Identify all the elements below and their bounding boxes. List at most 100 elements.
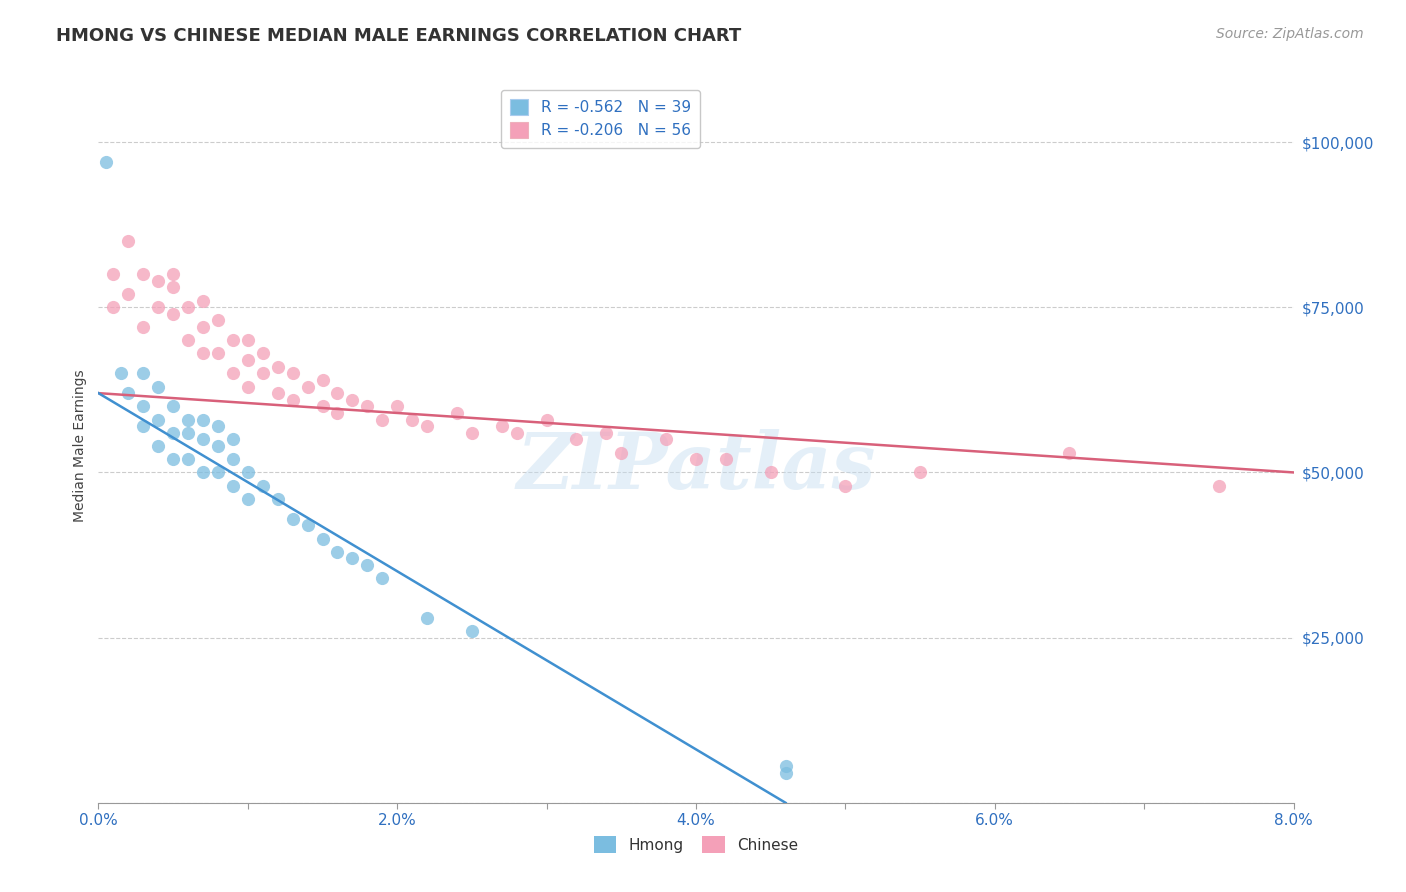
Point bbox=[207, 466, 229, 480]
Point bbox=[177, 452, 200, 467]
Point bbox=[385, 400, 409, 414]
Point bbox=[148, 300, 170, 314]
Point bbox=[162, 452, 184, 467]
Point bbox=[371, 412, 394, 426]
Point bbox=[177, 333, 200, 347]
Point bbox=[461, 624, 484, 638]
Point bbox=[252, 367, 274, 381]
Point bbox=[222, 367, 245, 381]
Point bbox=[311, 532, 333, 546]
Point bbox=[311, 373, 333, 387]
Point bbox=[356, 558, 378, 572]
Point bbox=[326, 406, 349, 420]
Point bbox=[267, 359, 290, 374]
Point bbox=[207, 419, 229, 434]
Point bbox=[162, 425, 184, 440]
Point bbox=[191, 346, 214, 360]
Point bbox=[132, 320, 155, 334]
Point bbox=[148, 274, 170, 288]
Point bbox=[326, 386, 349, 401]
Point bbox=[281, 511, 304, 525]
Text: Source: ZipAtlas.com: Source: ZipAtlas.com bbox=[1216, 27, 1364, 41]
Point bbox=[177, 425, 200, 440]
Point bbox=[236, 491, 259, 506]
Point bbox=[565, 433, 588, 447]
Legend: Hmong, Chinese: Hmong, Chinese bbox=[588, 830, 804, 859]
Point bbox=[1208, 478, 1230, 492]
Point bbox=[117, 386, 139, 401]
Point bbox=[162, 280, 184, 294]
Point bbox=[685, 452, 707, 467]
Point bbox=[236, 379, 259, 393]
Point bbox=[252, 346, 274, 360]
Point bbox=[281, 367, 304, 381]
Point bbox=[94, 154, 117, 169]
Point bbox=[775, 766, 797, 780]
Text: HMONG VS CHINESE MEDIAN MALE EARNINGS CORRELATION CHART: HMONG VS CHINESE MEDIAN MALE EARNINGS CO… bbox=[56, 27, 741, 45]
Point bbox=[491, 419, 513, 434]
Point bbox=[162, 267, 184, 281]
Point bbox=[236, 353, 259, 368]
Point bbox=[191, 433, 214, 447]
Point bbox=[236, 466, 259, 480]
Point bbox=[222, 433, 245, 447]
Point bbox=[236, 333, 259, 347]
Point bbox=[222, 333, 245, 347]
Y-axis label: Median Male Earnings: Median Male Earnings bbox=[73, 369, 87, 523]
Point bbox=[191, 466, 214, 480]
Point bbox=[132, 419, 155, 434]
Point bbox=[311, 400, 333, 414]
Point bbox=[191, 320, 214, 334]
Text: ZIPatlas: ZIPatlas bbox=[516, 429, 876, 506]
Point bbox=[103, 267, 125, 281]
Point bbox=[416, 419, 439, 434]
Point bbox=[207, 439, 229, 453]
Point bbox=[148, 439, 170, 453]
Point bbox=[110, 367, 132, 381]
Point bbox=[775, 759, 797, 773]
Point bbox=[207, 313, 229, 327]
Point bbox=[297, 518, 319, 533]
Point bbox=[132, 367, 155, 381]
Point bbox=[222, 452, 245, 467]
Point bbox=[148, 379, 170, 393]
Point bbox=[595, 425, 617, 440]
Point bbox=[416, 611, 439, 625]
Point bbox=[371, 571, 394, 585]
Point bbox=[207, 346, 229, 360]
Point bbox=[834, 478, 856, 492]
Point bbox=[267, 491, 290, 506]
Point bbox=[342, 551, 364, 566]
Point bbox=[506, 425, 529, 440]
Point bbox=[342, 392, 364, 407]
Point bbox=[908, 466, 931, 480]
Point bbox=[162, 400, 184, 414]
Point bbox=[117, 287, 139, 301]
Point bbox=[714, 452, 737, 467]
Point bbox=[191, 293, 214, 308]
Point bbox=[326, 545, 349, 559]
Point bbox=[655, 433, 678, 447]
Point bbox=[759, 466, 782, 480]
Point bbox=[610, 445, 633, 459]
Point bbox=[162, 307, 184, 321]
Point bbox=[356, 400, 378, 414]
Point bbox=[132, 267, 155, 281]
Point bbox=[177, 412, 200, 426]
Point bbox=[267, 386, 290, 401]
Point bbox=[222, 478, 245, 492]
Point bbox=[281, 392, 304, 407]
Point bbox=[536, 412, 558, 426]
Point bbox=[461, 425, 484, 440]
Point bbox=[103, 300, 125, 314]
Point bbox=[132, 400, 155, 414]
Point bbox=[252, 478, 274, 492]
Point bbox=[401, 412, 423, 426]
Point bbox=[1059, 445, 1081, 459]
Point bbox=[177, 300, 200, 314]
Point bbox=[446, 406, 468, 420]
Point bbox=[191, 412, 214, 426]
Point bbox=[297, 379, 319, 393]
Point bbox=[148, 412, 170, 426]
Point bbox=[117, 234, 139, 248]
